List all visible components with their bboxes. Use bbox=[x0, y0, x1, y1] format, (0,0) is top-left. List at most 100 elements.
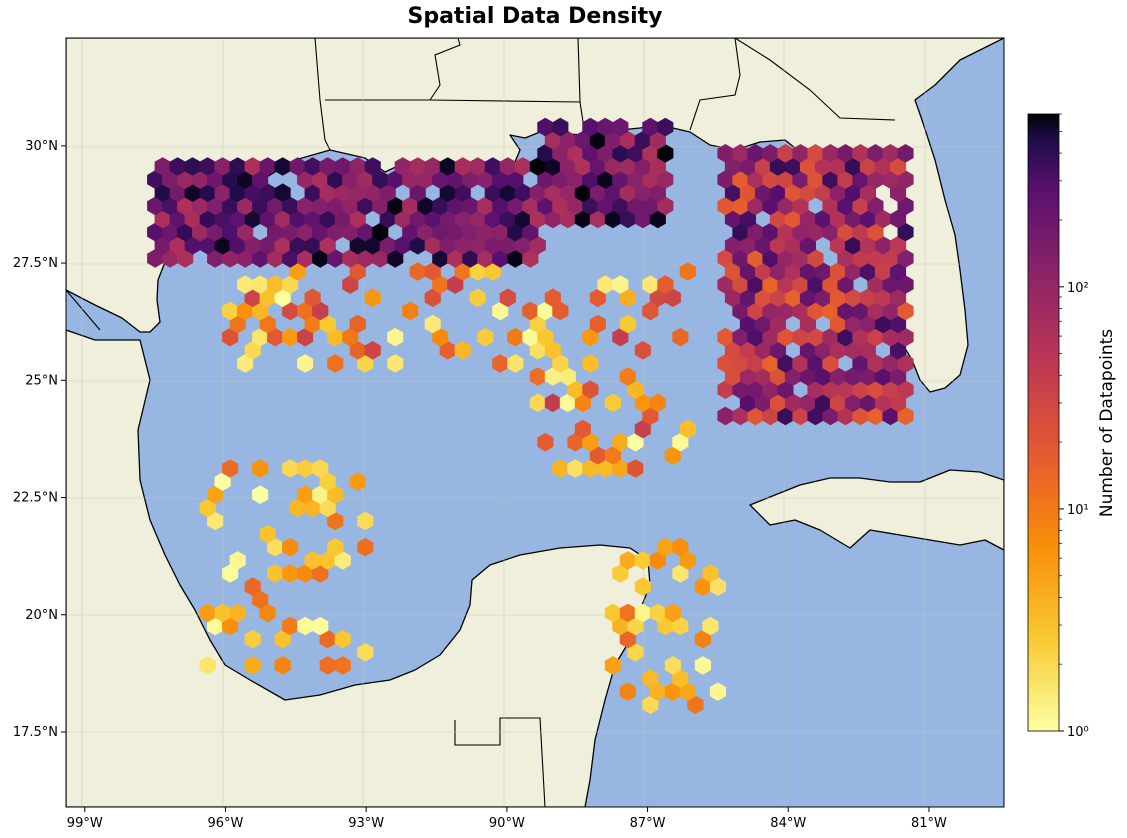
hexbin-cell bbox=[792, 222, 809, 242]
hexbin-cell bbox=[499, 236, 516, 255]
hexbin-cell bbox=[244, 183, 261, 202]
hexbin-cell bbox=[694, 656, 711, 675]
hexbin-cell bbox=[259, 236, 276, 255]
hexbin-cell bbox=[589, 157, 606, 176]
hexbin-cell bbox=[507, 222, 524, 242]
hexbin-cell bbox=[304, 236, 321, 255]
hexbin-cell bbox=[537, 144, 554, 163]
hexbin-cell bbox=[214, 157, 231, 176]
hexbin-cell bbox=[897, 144, 914, 163]
hexbin-cell bbox=[477, 170, 494, 189]
hexbin-cell bbox=[244, 577, 261, 596]
hexbin-cell bbox=[777, 275, 794, 294]
hexbin-cell bbox=[312, 222, 329, 242]
hexbin-cell bbox=[747, 354, 764, 373]
hexbin-cell bbox=[169, 157, 186, 176]
hexbin-cell bbox=[552, 301, 569, 321]
hexbin-cell bbox=[837, 222, 854, 242]
hexbin-cell bbox=[439, 183, 456, 202]
hexbin-cell bbox=[379, 183, 396, 202]
hexbin-cell bbox=[529, 209, 546, 229]
hexbin-cell bbox=[732, 406, 749, 426]
hexbin-cell bbox=[859, 157, 876, 176]
hexbin-cell bbox=[244, 157, 261, 176]
hexbin-cell bbox=[717, 249, 734, 268]
hexbin-cell bbox=[777, 196, 794, 216]
hexbin-cell bbox=[432, 327, 449, 347]
hexbin-cell bbox=[619, 288, 636, 308]
hexbin-cell bbox=[259, 288, 276, 308]
hexbin-cell bbox=[739, 367, 756, 386]
cuba-land bbox=[749, 469, 1004, 551]
hexbin-cell bbox=[492, 196, 509, 216]
hexbin-cell bbox=[424, 209, 441, 229]
hexbin-cell bbox=[267, 564, 284, 583]
hexbin-cell bbox=[222, 459, 239, 478]
hexbin-cell bbox=[319, 209, 336, 229]
hexbin-cell bbox=[657, 117, 674, 137]
hexbin-cell bbox=[634, 393, 651, 413]
hexbin-cell bbox=[529, 341, 546, 360]
hexbin-cell bbox=[582, 354, 599, 373]
hexbin-cell bbox=[769, 262, 786, 281]
hexbin-cell bbox=[799, 262, 816, 281]
hexbin-cell bbox=[267, 249, 284, 268]
hexbin-cell bbox=[237, 301, 254, 321]
hexbin-cell bbox=[552, 459, 569, 478]
hexbin-cell bbox=[252, 170, 269, 189]
hexbin-cell bbox=[807, 354, 824, 373]
hexbin-cell bbox=[837, 327, 854, 347]
hexbin-cell bbox=[312, 485, 329, 504]
hexbin-cell bbox=[522, 301, 539, 321]
hexbin-cell bbox=[852, 327, 869, 347]
hexbin-cell bbox=[207, 485, 224, 504]
hexbin-cell bbox=[364, 236, 381, 255]
hexbin-cell bbox=[447, 275, 464, 294]
hexbin-cell bbox=[747, 144, 764, 163]
hexbin-cell bbox=[859, 341, 876, 360]
hexbin-cell bbox=[567, 380, 584, 399]
hexbin-cell bbox=[462, 196, 479, 216]
hexbin-cell bbox=[634, 577, 651, 596]
hexbin-cell bbox=[357, 537, 374, 557]
hexbin-cell bbox=[890, 341, 907, 360]
hexbin-cell bbox=[897, 354, 914, 373]
hexbin-cell bbox=[754, 341, 771, 360]
hexbin-cell bbox=[717, 275, 734, 294]
hexbin-cell bbox=[597, 196, 614, 216]
hexbin-cell bbox=[582, 432, 599, 452]
hexbin-cell bbox=[222, 222, 239, 242]
hexbin-cell bbox=[664, 682, 681, 701]
hexbin-cell bbox=[244, 236, 261, 255]
hexbin-cell bbox=[574, 183, 591, 202]
x-tick-label: 90°W bbox=[489, 816, 525, 831]
map-frame bbox=[65, 37, 1005, 808]
hexbin-cell bbox=[799, 341, 816, 360]
hexbin-cell bbox=[867, 170, 884, 189]
hexbin-cell bbox=[604, 130, 621, 150]
hexbin-cell bbox=[184, 157, 201, 176]
hexbin-cell bbox=[537, 117, 554, 137]
hexbin-cell bbox=[724, 262, 741, 281]
hexbin-cell bbox=[837, 380, 854, 399]
hexbin-cell bbox=[342, 275, 359, 294]
hexbin-cell bbox=[274, 288, 291, 308]
hexbin-cell bbox=[897, 222, 914, 242]
hexbin-cell bbox=[844, 157, 861, 176]
hexbin-cell bbox=[252, 249, 269, 268]
hexbin-cell bbox=[882, 406, 899, 426]
hexbin-cell bbox=[312, 459, 329, 478]
hexbin-cell bbox=[844, 393, 861, 413]
hexbin-cell bbox=[237, 354, 254, 373]
hexbin-cell bbox=[409, 183, 426, 202]
hexbin-cell bbox=[814, 367, 831, 386]
hexbin-cell bbox=[364, 341, 381, 360]
hexbin-cell bbox=[229, 183, 246, 202]
hexbin-cell bbox=[462, 222, 479, 242]
hexbin-cell bbox=[349, 262, 366, 281]
hexbin-cell bbox=[709, 682, 726, 701]
hexbin-cell bbox=[822, 354, 839, 373]
hexbin-cell bbox=[844, 209, 861, 229]
hexbin-cell bbox=[334, 629, 351, 649]
hexbin-cell bbox=[867, 196, 884, 216]
